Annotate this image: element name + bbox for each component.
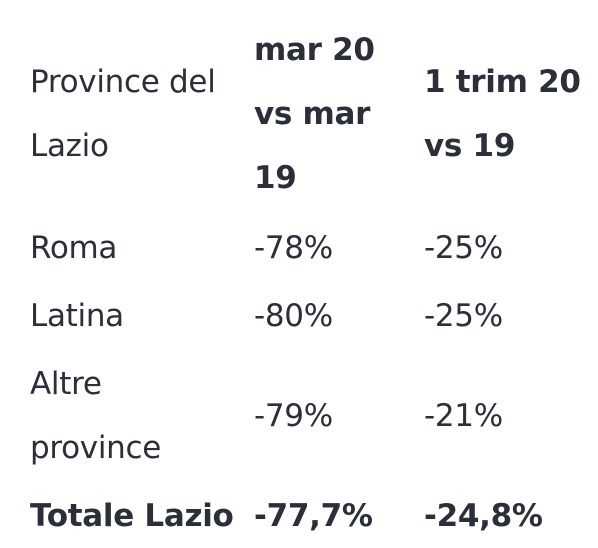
- row-altre-province: Altre province: [30, 352, 161, 480]
- header-mar-line1: mar 20: [254, 32, 375, 68]
- header-mar-line3: 19: [254, 160, 297, 196]
- row-latina-trim: -25%: [424, 298, 503, 334]
- header-province-line2: Lazio: [30, 128, 109, 164]
- header-mar-line2: vs mar: [254, 96, 371, 132]
- row-roma-province: Roma: [30, 230, 118, 266]
- row-roma-mar: -78%: [254, 230, 333, 266]
- row-latina-province: Latina: [30, 298, 124, 334]
- row-altre-mar: -79%: [254, 398, 333, 434]
- row-roma-trim: -25%: [424, 230, 503, 266]
- header-province-line1: Province del: [30, 64, 216, 100]
- row-latina-mar: -80%: [254, 298, 333, 334]
- header-trim-line1: 1 trim 20: [424, 64, 581, 100]
- row-totale-trim: -24,8%: [424, 498, 543, 534]
- header-mar: mar 20 vs mar 19: [254, 18, 375, 210]
- row-totale-mar: -77,7%: [254, 498, 373, 534]
- header-trim: 1 trim 20 vs 19: [424, 50, 581, 178]
- row-altre-trim: -21%: [424, 398, 503, 434]
- header-province: Province del Lazio: [30, 50, 216, 178]
- header-trim-line2: vs 19: [424, 128, 516, 164]
- row-totale-province: Totale Lazio: [30, 498, 234, 534]
- row-altre-province-line1: Altre: [30, 366, 102, 402]
- row-altre-province-line2: province: [30, 430, 162, 466]
